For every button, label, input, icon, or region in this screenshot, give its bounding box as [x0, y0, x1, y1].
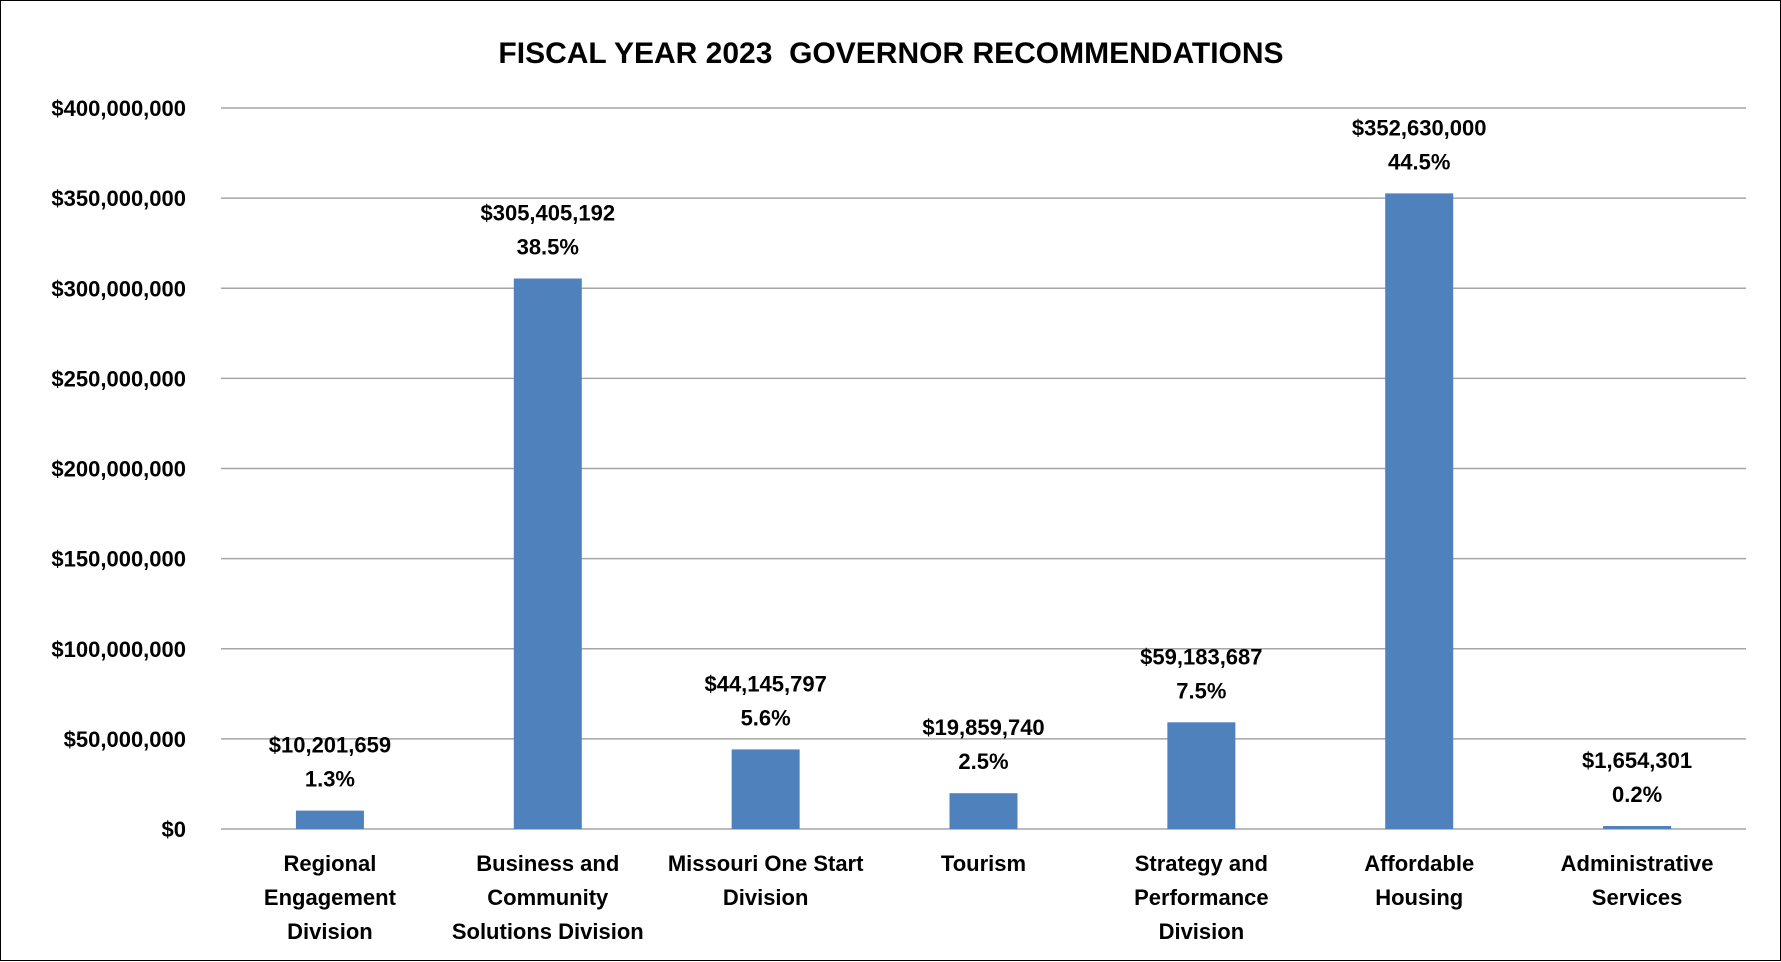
x-tick-label-line: Missouri One Start	[668, 851, 864, 876]
data-label-percent: 7.5%	[1176, 678, 1226, 703]
y-axis: $0 $50,000,000 $100,000,000 $150,000,000 $20…	[51, 96, 186, 842]
x-tick-label-line: Engagement	[264, 885, 397, 910]
x-tick-label: Strategy and Performance Division	[1134, 851, 1269, 944]
data-label-value: $10,201,659	[269, 733, 391, 758]
y-tick-label: $50,000,000	[64, 727, 186, 752]
chart-title: FISCAL YEAR 2023 GOVERNOR RECOMMENDATION…	[498, 37, 1283, 70]
x-tick-label-line: Strategy and	[1135, 851, 1268, 876]
data-label-value: $352,630,000	[1352, 115, 1487, 140]
data-label-value: $19,859,740	[922, 715, 1044, 740]
y-tick-label: $400,000,000	[51, 96, 186, 121]
bar	[1167, 722, 1236, 829]
x-tick-label-line: Business and	[476, 851, 619, 876]
x-tick-label-line: Division	[1159, 919, 1245, 944]
y-tick-label: $100,000,000	[51, 637, 186, 662]
data-label-percent: 44.5%	[1388, 149, 1450, 174]
x-tick-label-line: Administrative	[1561, 851, 1714, 876]
data-label-percent: 38.5%	[517, 235, 579, 260]
x-tick-label: Tourism	[941, 851, 1026, 876]
x-tick-label: Regional Engagement Division	[264, 851, 397, 944]
data-label-value: $44,145,797	[704, 671, 826, 696]
x-tick-label-line: Division	[723, 885, 809, 910]
x-tick-label-line: Tourism	[941, 851, 1026, 876]
x-tick-label: Business and Community Solutions Division	[452, 851, 644, 944]
x-tick-label: Missouri One Start Division	[668, 851, 864, 910]
data-label-percent: 1.3%	[305, 767, 355, 792]
y-tick-label: $0	[162, 817, 186, 842]
y-tick-label: $250,000,000	[51, 366, 186, 391]
x-tick-label: Administrative Services	[1561, 851, 1714, 910]
bar	[731, 749, 800, 829]
y-tick-label: $150,000,000	[51, 547, 186, 572]
bar	[1385, 193, 1454, 830]
x-tick-label-line: Regional	[283, 851, 376, 876]
bar	[949, 793, 1018, 829]
x-tick-label-line: Performance	[1134, 885, 1269, 910]
x-tick-label-line: Division	[287, 919, 373, 944]
gridlines	[221, 107, 1746, 830]
data-label-value: $59,183,687	[1140, 644, 1262, 669]
data-label-value: $305,405,192	[480, 201, 615, 226]
data-label-percent: 2.5%	[958, 749, 1008, 774]
data-label-percent: 5.6%	[741, 705, 791, 730]
x-tick-label-line: Housing	[1375, 885, 1463, 910]
bar	[295, 810, 364, 829]
y-tick-label: $300,000,000	[51, 276, 186, 301]
data-labels: $10,201,659 1.3% $305,405,192 38.5% $44,145,…	[269, 115, 1692, 807]
y-tick-label: $350,000,000	[51, 186, 186, 211]
y-tick-label: $200,000,000	[51, 457, 186, 482]
bar	[513, 278, 582, 829]
x-axis: Regional Engagement Division Business and Co…	[264, 851, 1714, 944]
x-tick-label-line: Services	[1592, 885, 1683, 910]
bars	[295, 193, 1672, 830]
x-tick-label: Affordable Housing	[1364, 851, 1474, 910]
x-tick-label-line: Solutions Division	[452, 919, 644, 944]
x-tick-label-line: Community	[487, 885, 609, 910]
bar	[1603, 826, 1672, 829]
x-tick-label-line: Affordable	[1364, 851, 1474, 876]
data-label-percent: 0.2%	[1612, 782, 1662, 807]
data-label-value: $1,654,301	[1582, 748, 1692, 773]
